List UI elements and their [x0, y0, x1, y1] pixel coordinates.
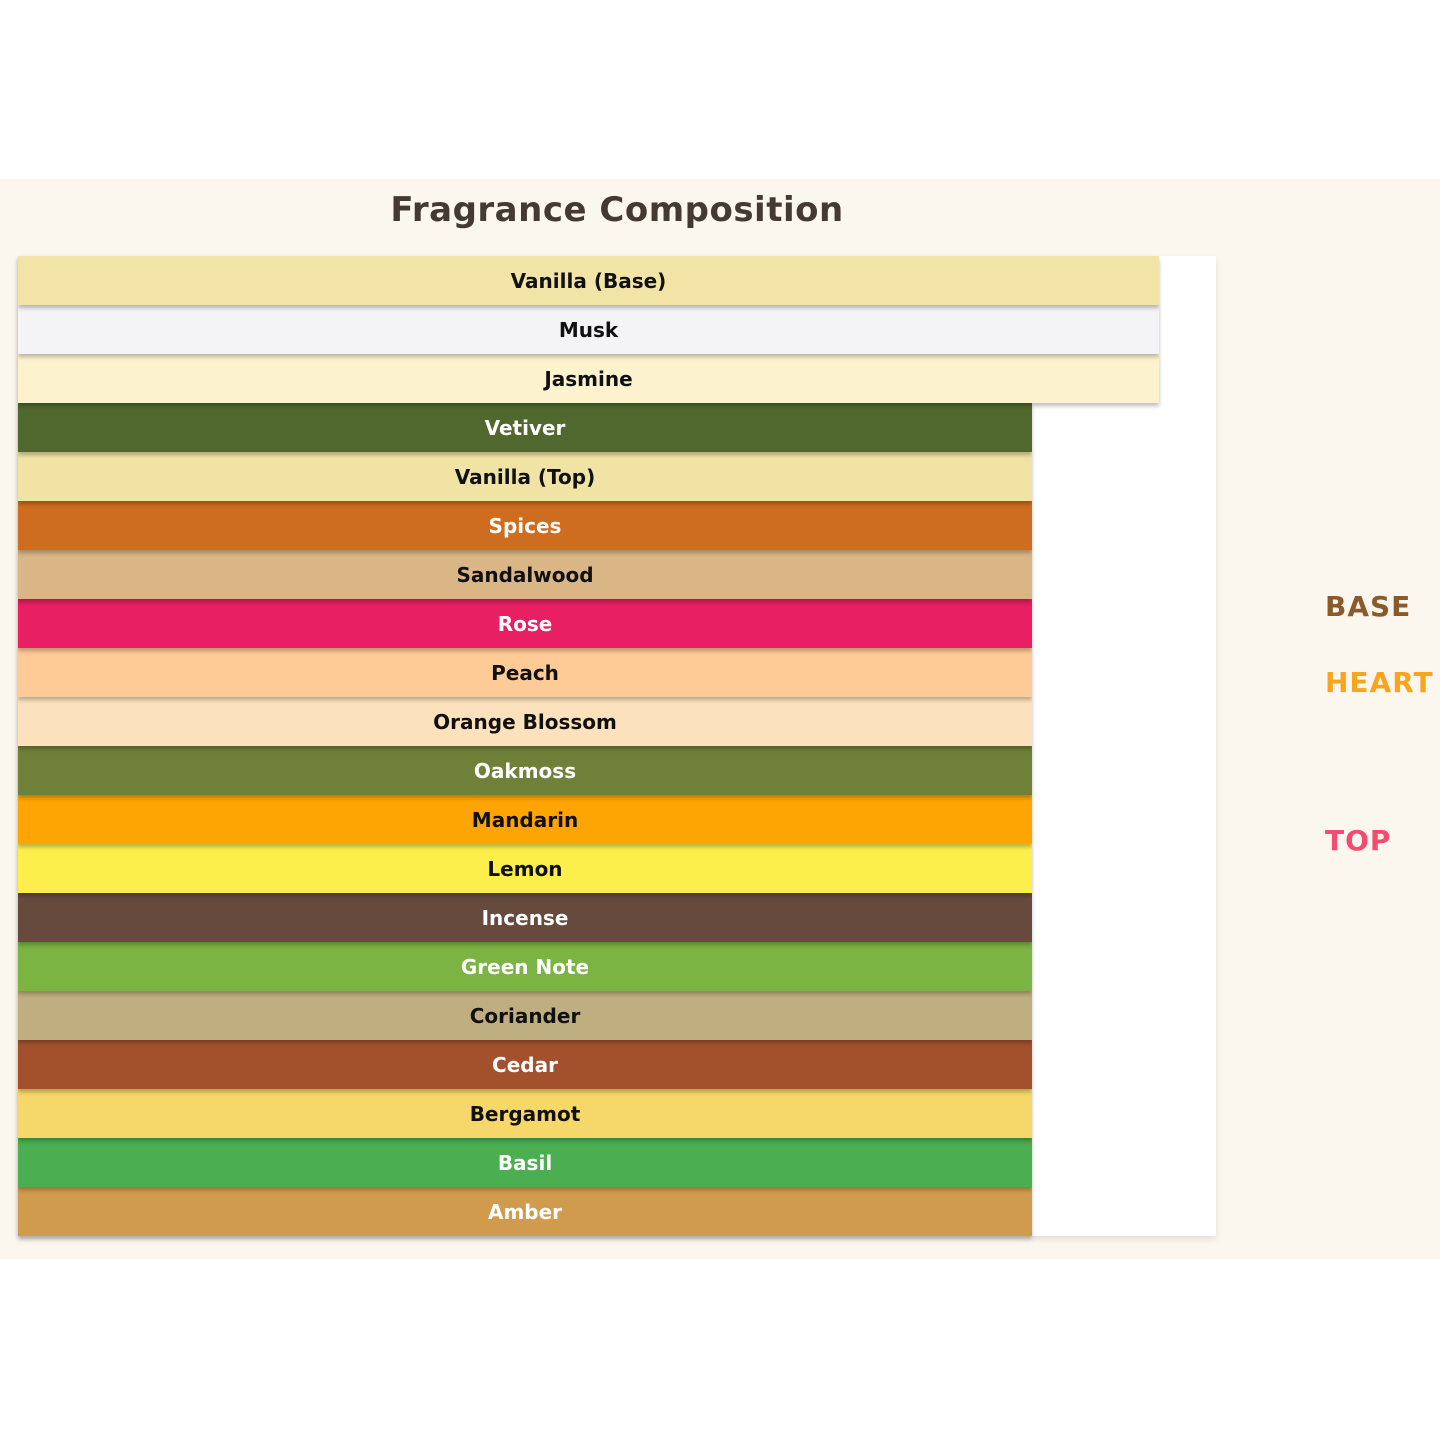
group-label-top: TOP [1325, 824, 1392, 857]
bar-mandarin: Mandarin [18, 795, 1032, 844]
bar-vetiver: Vetiver [18, 403, 1032, 452]
bar-spices: Spices [18, 501, 1032, 550]
bar-label: Oakmoss [473, 758, 577, 783]
bar-label: Incense [481, 905, 569, 930]
bar-label: Cedar [492, 1052, 558, 1077]
bar-lemon: Lemon [18, 844, 1032, 893]
bar-basil: Basil [18, 1138, 1032, 1187]
bar-label: Peach [491, 660, 559, 685]
bar-bergamot: Bergamot [18, 1089, 1032, 1138]
bar-label: Jasmine [544, 366, 633, 391]
bar-jasmine: Jasmine [18, 354, 1159, 403]
bar-oakmoss: Oakmoss [18, 746, 1032, 795]
bar-sandalwood: Sandalwood [18, 550, 1032, 599]
bar-label: Sandalwood [456, 562, 594, 587]
bar-orange-blossom: Orange Blossom [18, 697, 1032, 746]
bar-label: Basil [497, 1150, 553, 1175]
bar-amber: Amber [18, 1187, 1032, 1236]
bar-label: Lemon [487, 856, 563, 881]
bar-label: Coriander [469, 1003, 581, 1028]
bar-label: Mandarin [471, 807, 579, 832]
bar-green-note: Green Note [18, 942, 1032, 991]
bar-label: Vanilla (Top) [454, 464, 596, 489]
bar-label: Amber [487, 1199, 563, 1224]
bar-label: Green Note [460, 954, 590, 979]
group-label-base: BASE [1325, 590, 1412, 623]
bar-vanilla-top: Vanilla (Top) [18, 452, 1032, 501]
bar-vanilla-base: Vanilla (Base) [18, 256, 1159, 305]
bar-rose: Rose [18, 599, 1032, 648]
bar-coriander: Coriander [18, 991, 1032, 1040]
bar-peach: Peach [18, 648, 1032, 697]
bar-label: Vetiver [484, 415, 566, 440]
bar-label: Vanilla (Base) [510, 268, 667, 293]
bar-musk: Musk [18, 305, 1159, 354]
bar-label: Bergamot [469, 1101, 581, 1126]
group-label-heart: HEART [1325, 666, 1434, 699]
bar-label: Spices [488, 513, 562, 538]
bar-incense: Incense [18, 893, 1032, 942]
bar-label: Rose [497, 611, 553, 636]
bar-label: Orange Blossom [433, 709, 617, 734]
bar-chart: Vanilla (Base) Musk Jasmine Vetiver Vanilla … [18, 256, 1216, 1236]
bar-label: Musk [558, 317, 619, 342]
chart-title: Fragrance Composition [390, 190, 844, 230]
bar-cedar: Cedar [18, 1040, 1032, 1089]
